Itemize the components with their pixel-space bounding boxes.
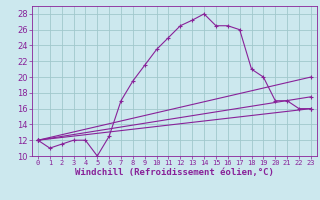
X-axis label: Windchill (Refroidissement éolien,°C): Windchill (Refroidissement éolien,°C) (75, 168, 274, 177)
